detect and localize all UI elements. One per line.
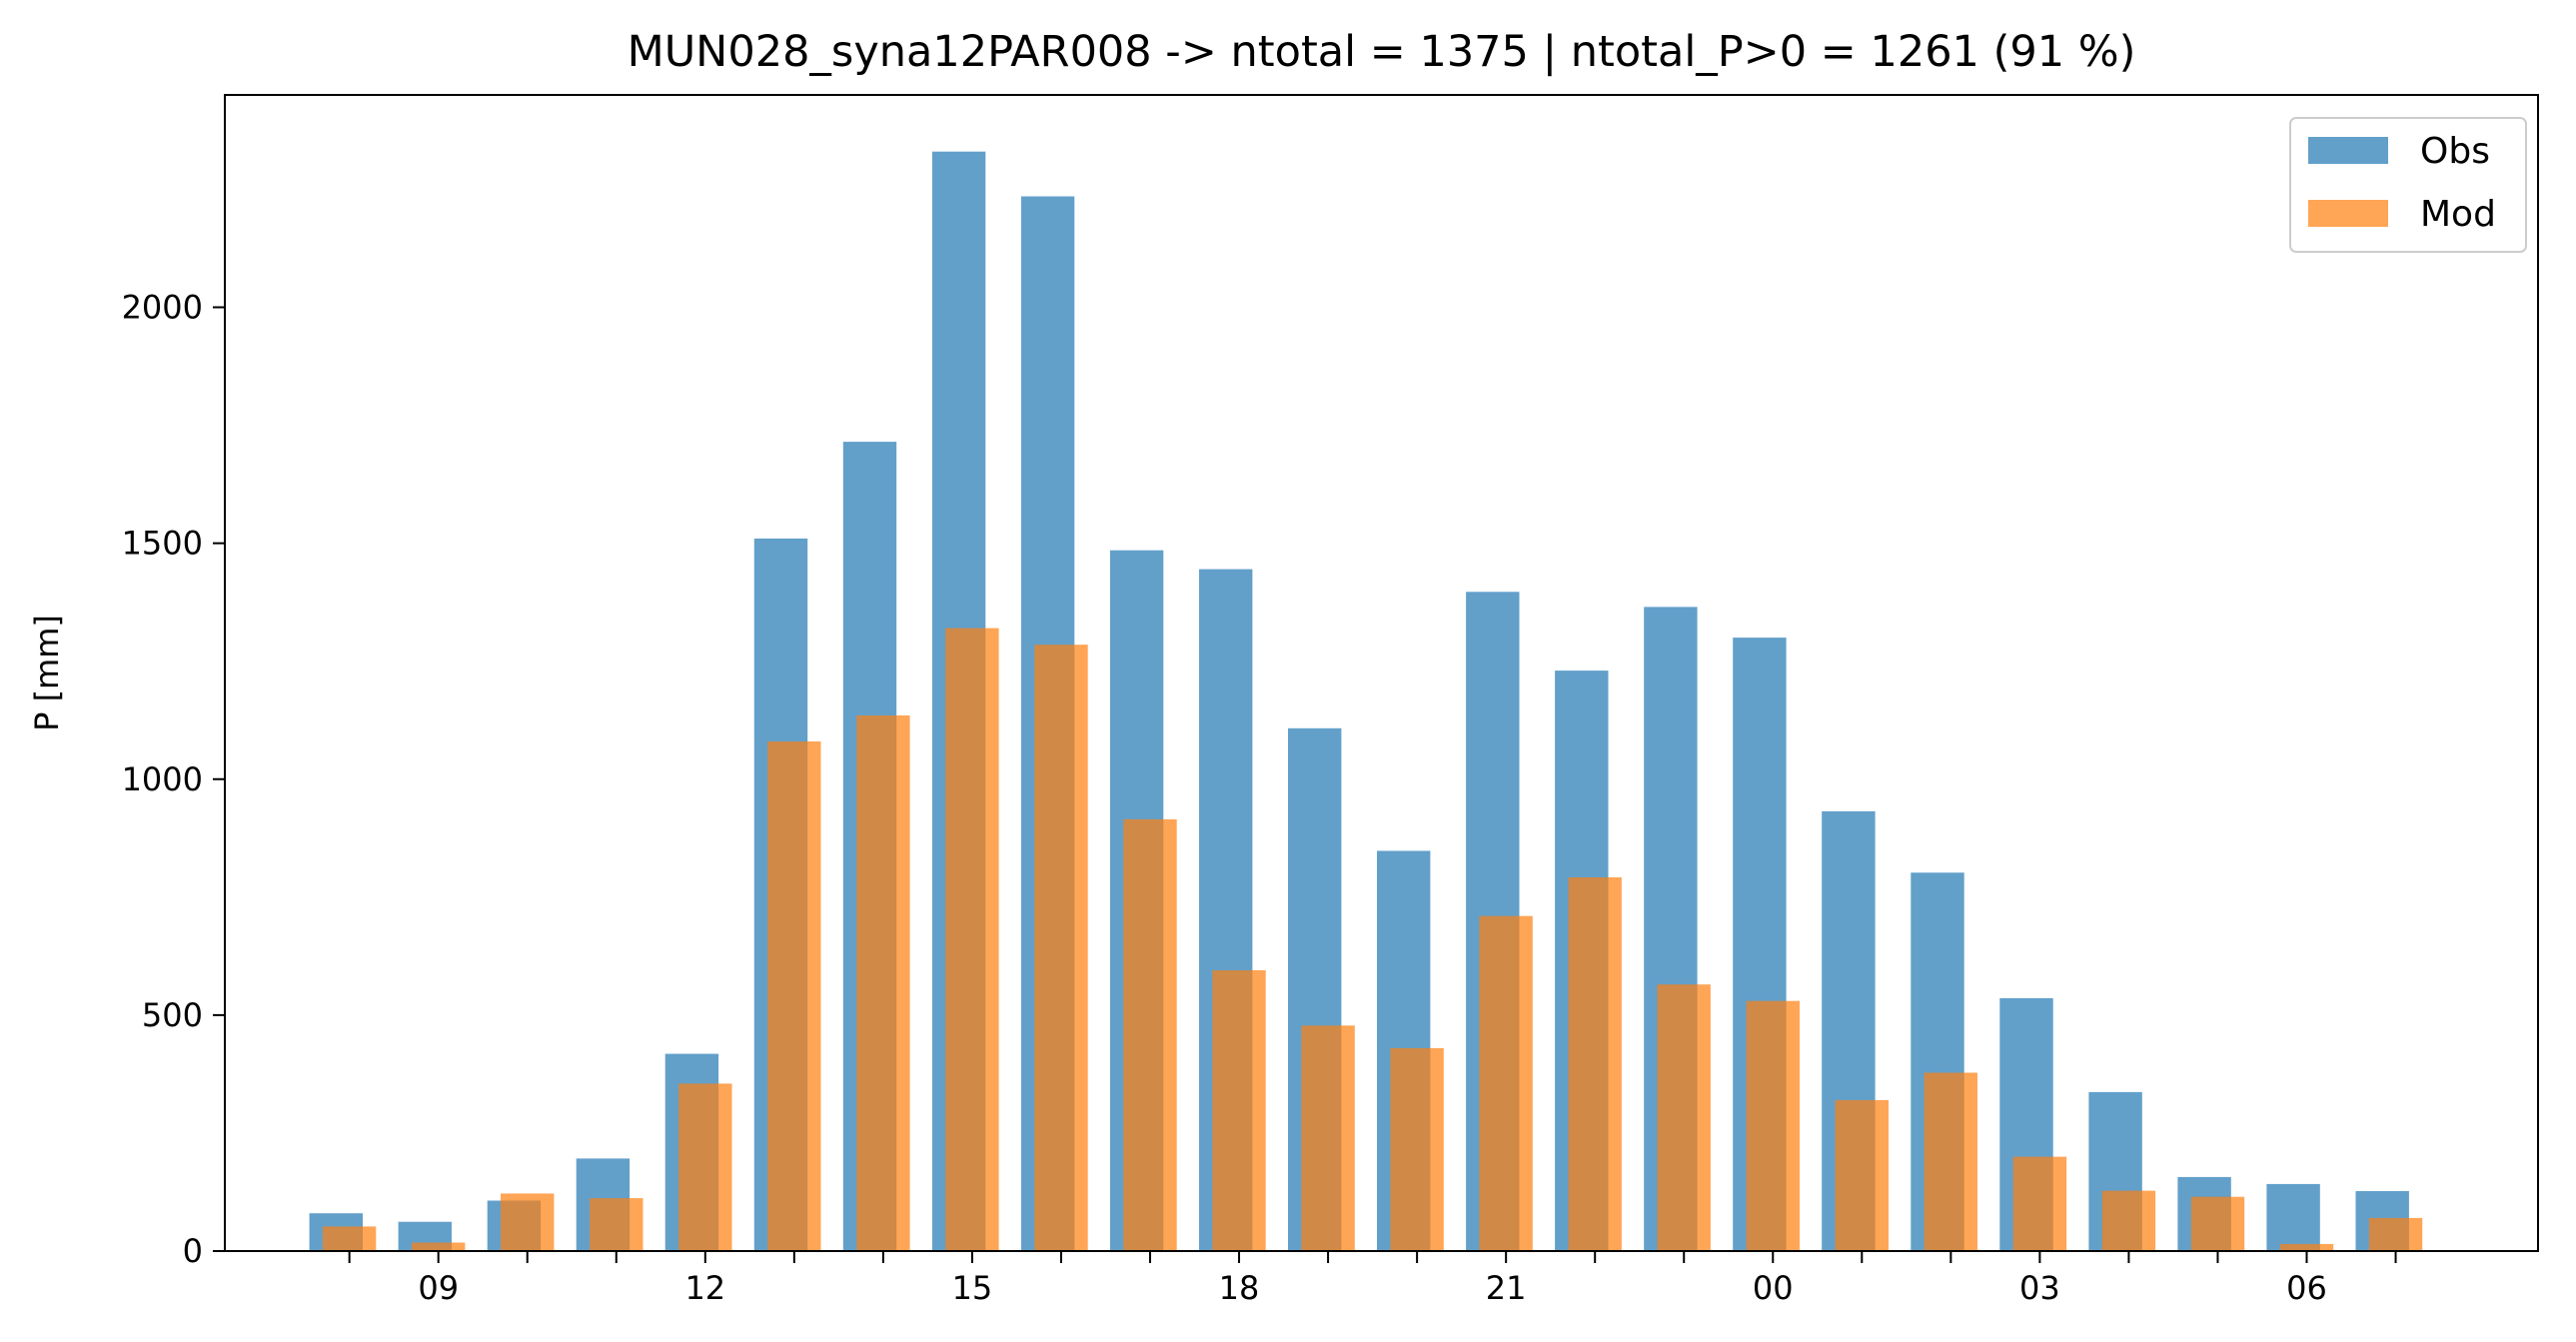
bar-mod-1	[412, 1242, 466, 1251]
x-tick-label-3: 18	[1219, 1269, 1260, 1307]
chart-title: MUN028_syna12PAR008 -> ntotal = 1375 | n…	[628, 27, 2136, 77]
bar-mod-10	[1212, 970, 1266, 1251]
x-tick-label-7: 06	[2286, 1269, 2327, 1307]
bar-mod-2	[501, 1193, 555, 1251]
bar-mod-4	[678, 1083, 732, 1251]
x-tick-label-4: 21	[1486, 1269, 1527, 1307]
legend: Obs Mod	[2289, 117, 2527, 253]
bar-mod-8	[1034, 645, 1088, 1251]
bar-mod-7	[945, 628, 999, 1251]
bar-mod-17	[1835, 1099, 1889, 1251]
y-tick-label-0: 0	[183, 1232, 203, 1270]
y-tick-label-2: 1000	[122, 760, 203, 798]
y-tick-label-4: 2000	[122, 289, 203, 327]
bars-layer	[309, 151, 2423, 1252]
bar-mod-22	[2279, 1243, 2334, 1251]
plot-frame	[224, 94, 2539, 1252]
bar-mod-11	[1301, 1025, 1355, 1251]
bar-mod-18	[1924, 1072, 1977, 1251]
y-tick-label-1: 500	[142, 996, 203, 1034]
bar-mod-3	[590, 1198, 644, 1251]
bar-mod-0	[322, 1226, 377, 1251]
legend-label-mod: Mod	[2420, 194, 2496, 235]
legend-swatch-obs	[2308, 137, 2388, 164]
bar-mod-23	[2368, 1217, 2423, 1251]
bar-mod-16	[1746, 1000, 1800, 1251]
legend-swatch-mod	[2308, 200, 2388, 227]
bar-mod-13	[1479, 915, 1533, 1251]
bar-mod-19	[2012, 1156, 2067, 1251]
bar-mod-20	[2101, 1190, 2156, 1251]
bar-mod-12	[1390, 1047, 1444, 1251]
x-tick-label-1: 12	[684, 1269, 725, 1307]
x-tick-label-0: 09	[418, 1269, 459, 1307]
bar-mod-5	[767, 741, 821, 1251]
x-tick-label-6: 03	[2019, 1269, 2060, 1307]
bar-mod-6	[856, 715, 910, 1251]
bar-mod-9	[1123, 818, 1177, 1251]
x-tick-label-5: 00	[1753, 1269, 1794, 1307]
bar-mod-21	[2190, 1196, 2245, 1251]
bar-mod-15	[1657, 984, 1711, 1251]
x-tick-label-2: 15	[952, 1269, 993, 1307]
y-tick-label-3: 1500	[122, 525, 203, 563]
bar-mod-14	[1568, 877, 1622, 1251]
y-axis-label: P [mm]	[28, 615, 66, 731]
ticks-layer: 0 500 1000 1500 2000 09 12 15 18 21 00 03 06	[122, 289, 2397, 1307]
legend-label-obs: Obs	[2420, 131, 2490, 172]
bar-obs-22	[2266, 1183, 2320, 1251]
